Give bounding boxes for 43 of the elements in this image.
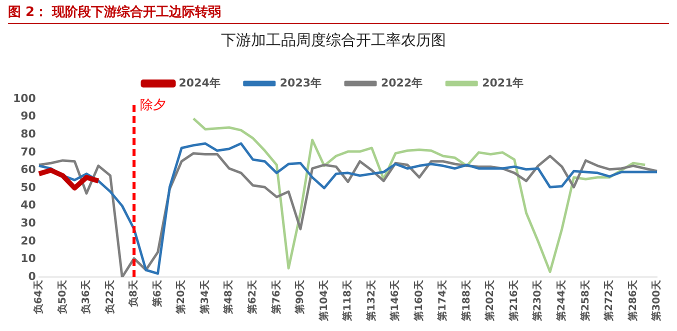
x-tick-label: 第300天 <box>650 279 663 322</box>
x-tick-label: 第90天 <box>294 279 306 316</box>
x-tick-label: 第272天 <box>603 279 616 322</box>
x-tick-label: 第118天 <box>342 279 354 322</box>
x-tick-label: 第132天 <box>365 279 378 322</box>
y-tick-label: 80 <box>20 127 36 140</box>
x-tick-label: 第258天 <box>579 279 592 322</box>
caption: 图 2： 现阶段下游综合开工边际转弱 <box>8 3 669 24</box>
x-tick-label: 第286天 <box>626 279 639 322</box>
ref-line-label: 除夕 <box>140 98 166 113</box>
x-tick-label: 第6天 <box>151 279 164 308</box>
x-tick-label: 负22天 <box>104 279 116 316</box>
legend-label: 2023年 <box>280 76 322 90</box>
y-tick-label: 30 <box>20 216 36 230</box>
x-tick-label: 负36天 <box>80 279 92 316</box>
chart-title: 下游加工品周度综合开工率农历图 <box>221 30 446 49</box>
x-tick-label: 第20天 <box>175 279 188 316</box>
x-tick-label: 第146天 <box>389 279 402 322</box>
x-tick-label: 第216天 <box>508 279 520 322</box>
x-tick-label: 第244天 <box>556 279 568 322</box>
legend-label: 2022年 <box>381 76 423 90</box>
x-tick-label: 第62天 <box>246 279 258 316</box>
x-tick-label: 第202天 <box>484 279 496 322</box>
x-tick-label: 第76天 <box>270 279 282 316</box>
x-tick-label: 第230天 <box>532 279 544 322</box>
y-tick-label: 10 <box>20 252 36 266</box>
y-tick-label: 90 <box>20 110 36 123</box>
x-tick-label: 第34天 <box>198 279 211 316</box>
legend-label: 2024年 <box>178 76 220 90</box>
y-tick-label: 20 <box>20 234 36 248</box>
x-tick-label: 第174天 <box>436 279 449 322</box>
y-tick-label: 50 <box>20 180 36 194</box>
x-tick-label: 第160天 <box>412 279 425 322</box>
x-tick-label: 第188天 <box>460 279 472 322</box>
y-tick-label: 100 <box>12 92 36 105</box>
y-tick-label: 40 <box>20 198 36 212</box>
y-tick-label: 60 <box>20 163 36 176</box>
x-tick-label: 第104天 <box>318 279 330 322</box>
x-tick-label: 负50天 <box>56 279 68 316</box>
x-tick-label: 第48天 <box>222 279 235 316</box>
y-tick-label: 70 <box>20 145 36 158</box>
legend-label: 2021年 <box>482 76 524 90</box>
x-tick-label: 负8天 <box>128 279 140 308</box>
